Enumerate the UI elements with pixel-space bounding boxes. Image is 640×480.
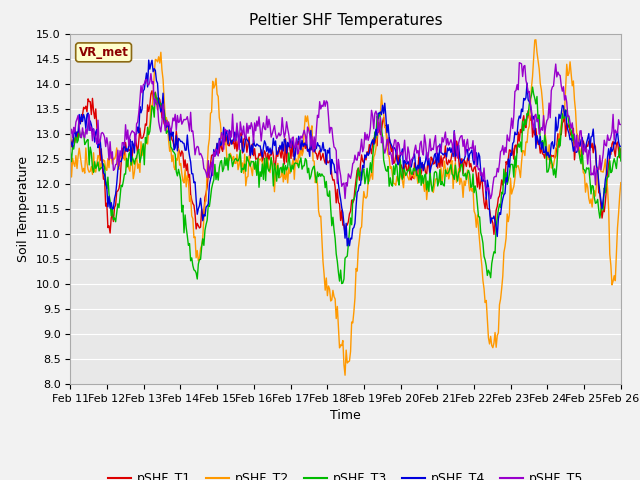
pSHF_T2 [519, 148, 527, 154]
pSHF_T2 [532, 37, 540, 43]
pSHF_T3 [365, 170, 373, 176]
pSHF_T4 [606, 156, 614, 161]
Line: pSHF_T4: pSHF_T4 [70, 60, 621, 246]
X-axis label: Time: Time [330, 409, 361, 422]
pSHF_T4 [520, 96, 527, 101]
pSHF_T2 [332, 296, 339, 302]
pSHF_T4 [617, 144, 625, 149]
pSHF_T1 [617, 146, 625, 152]
pSHF_T1 [148, 88, 156, 94]
Line: pSHF_T3: pSHF_T3 [70, 87, 621, 284]
pSHF_T5 [67, 132, 74, 137]
pSHF_T1 [520, 113, 527, 119]
pSHF_T4 [396, 154, 404, 159]
pSHF_T2 [396, 180, 403, 186]
pSHF_T3 [617, 158, 625, 164]
pSHF_T4 [67, 138, 74, 144]
pSHF_T1 [67, 132, 74, 138]
pSHF_T5 [606, 137, 614, 143]
Line: pSHF_T2: pSHF_T2 [70, 40, 621, 375]
pSHF_T3 [519, 119, 527, 124]
pSHF_T5 [487, 196, 495, 202]
pSHF_T3 [67, 150, 74, 156]
pSHF_T3 [338, 281, 346, 287]
pSHF_T3 [396, 182, 403, 188]
pSHF_T5 [332, 145, 339, 151]
pSHF_T3 [529, 84, 536, 90]
Title: Peltier SHF Temperatures: Peltier SHF Temperatures [249, 13, 442, 28]
Line: pSHF_T1: pSHF_T1 [70, 91, 621, 234]
pSHF_T1 [490, 231, 498, 237]
pSHF_T2 [328, 297, 335, 303]
pSHF_T5 [394, 140, 402, 145]
pSHF_T4 [332, 169, 340, 175]
pSHF_T5 [328, 125, 335, 131]
pSHF_T2 [67, 150, 74, 156]
pSHF_T4 [344, 243, 351, 249]
pSHF_T4 [367, 144, 374, 149]
Legend: pSHF_T1, pSHF_T2, pSHF_T3, pSHF_T4, pSHF_T5: pSHF_T1, pSHF_T2, pSHF_T3, pSHF_T4, pSHF… [103, 468, 588, 480]
pSHF_T1 [332, 200, 340, 206]
pSHF_T3 [606, 158, 614, 164]
pSHF_T1 [329, 178, 337, 183]
pSHF_T5 [617, 122, 625, 128]
pSHF_T4 [329, 160, 337, 166]
Y-axis label: Soil Temperature: Soil Temperature [17, 156, 30, 262]
pSHF_T3 [328, 223, 335, 228]
pSHF_T2 [365, 178, 373, 184]
pSHF_T3 [332, 236, 339, 241]
Text: VR_met: VR_met [79, 46, 129, 59]
pSHF_T1 [365, 142, 373, 147]
pSHF_T5 [364, 137, 372, 143]
pSHF_T1 [606, 151, 614, 157]
pSHF_T2 [341, 372, 349, 378]
pSHF_T4 [145, 57, 152, 63]
Line: pSHF_T5: pSHF_T5 [70, 63, 621, 199]
pSHF_T5 [520, 63, 527, 69]
pSHF_T2 [606, 251, 614, 257]
pSHF_T2 [617, 180, 625, 186]
pSHF_T5 [515, 60, 523, 66]
pSHF_T1 [396, 152, 403, 158]
